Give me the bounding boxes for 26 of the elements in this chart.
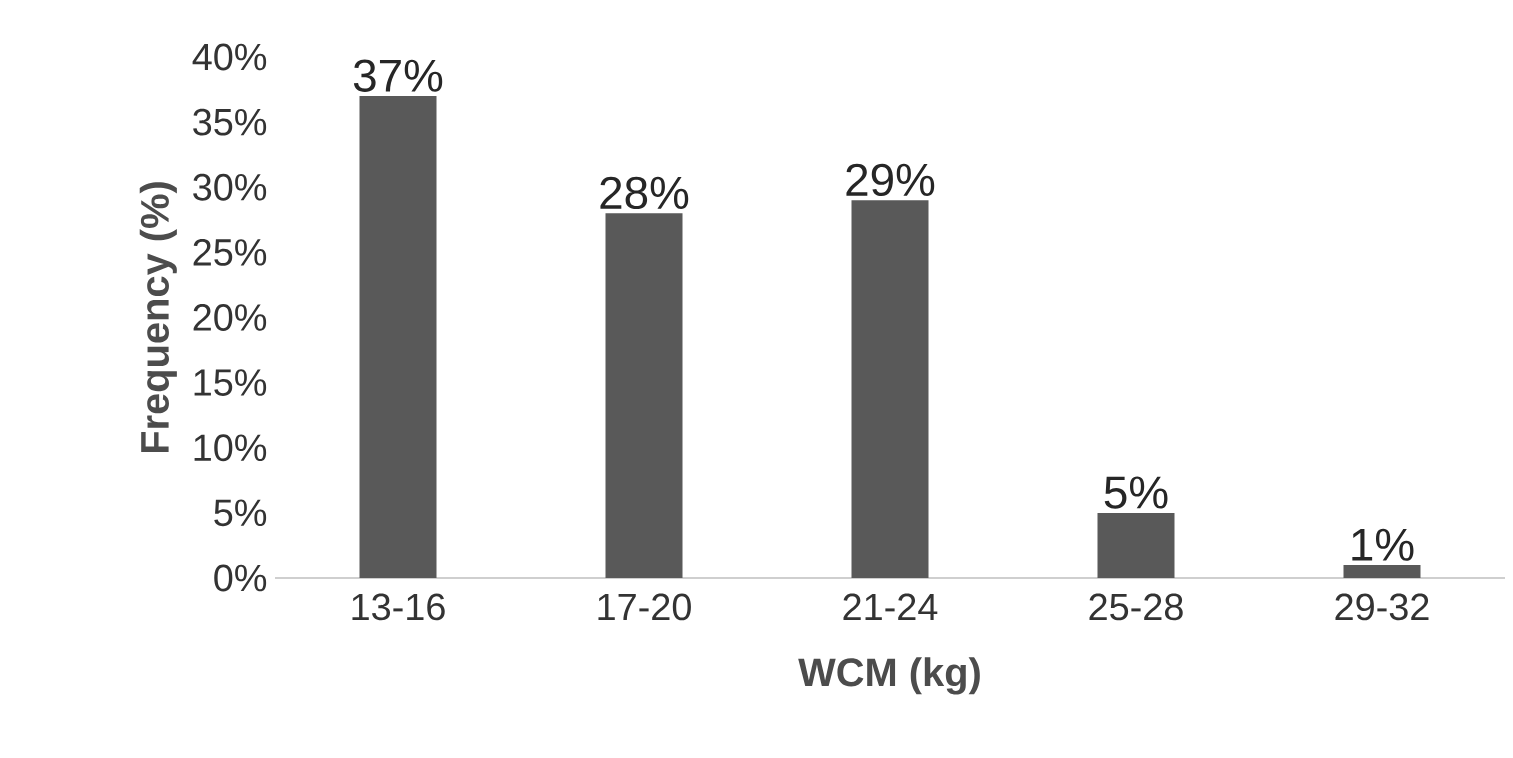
x-axis-title: WCM (kg): [798, 657, 980, 695]
data-label: 28%: [600, 176, 689, 210]
x-tick-label: 13-16: [352, 593, 445, 621]
bar: [605, 213, 683, 578]
bar: [851, 200, 929, 578]
y-tick-label: 30%: [193, 173, 267, 201]
y-tick-label: 10%: [194, 434, 267, 462]
x-tick-label: 25-28: [1089, 593, 1183, 621]
x-tick-label: 17-20: [598, 593, 691, 621]
y-tick-label: 5%: [214, 499, 267, 527]
data-label: 1%: [1352, 528, 1414, 561]
y-tick-label: 15%: [194, 369, 267, 396]
x-tick-label: 29-32: [1335, 593, 1429, 621]
y-tick-label: 20%: [193, 304, 267, 331]
bar: [1097, 512, 1175, 578]
y-tick-label: 0%: [214, 564, 267, 592]
data-label: 5%: [1104, 476, 1168, 509]
y-tick-label: 25%: [193, 238, 267, 266]
x-tick-label: 21-24: [843, 593, 938, 620]
data-label: 37%: [353, 59, 443, 92]
data-label: 29%: [846, 163, 935, 197]
y-tick-label: 35%: [193, 108, 267, 136]
bar: [1343, 564, 1421, 578]
bar: [359, 96, 437, 578]
y-tick-label: 40%: [192, 43, 267, 71]
y-axis-title: Frequency (%): [139, 182, 177, 453]
